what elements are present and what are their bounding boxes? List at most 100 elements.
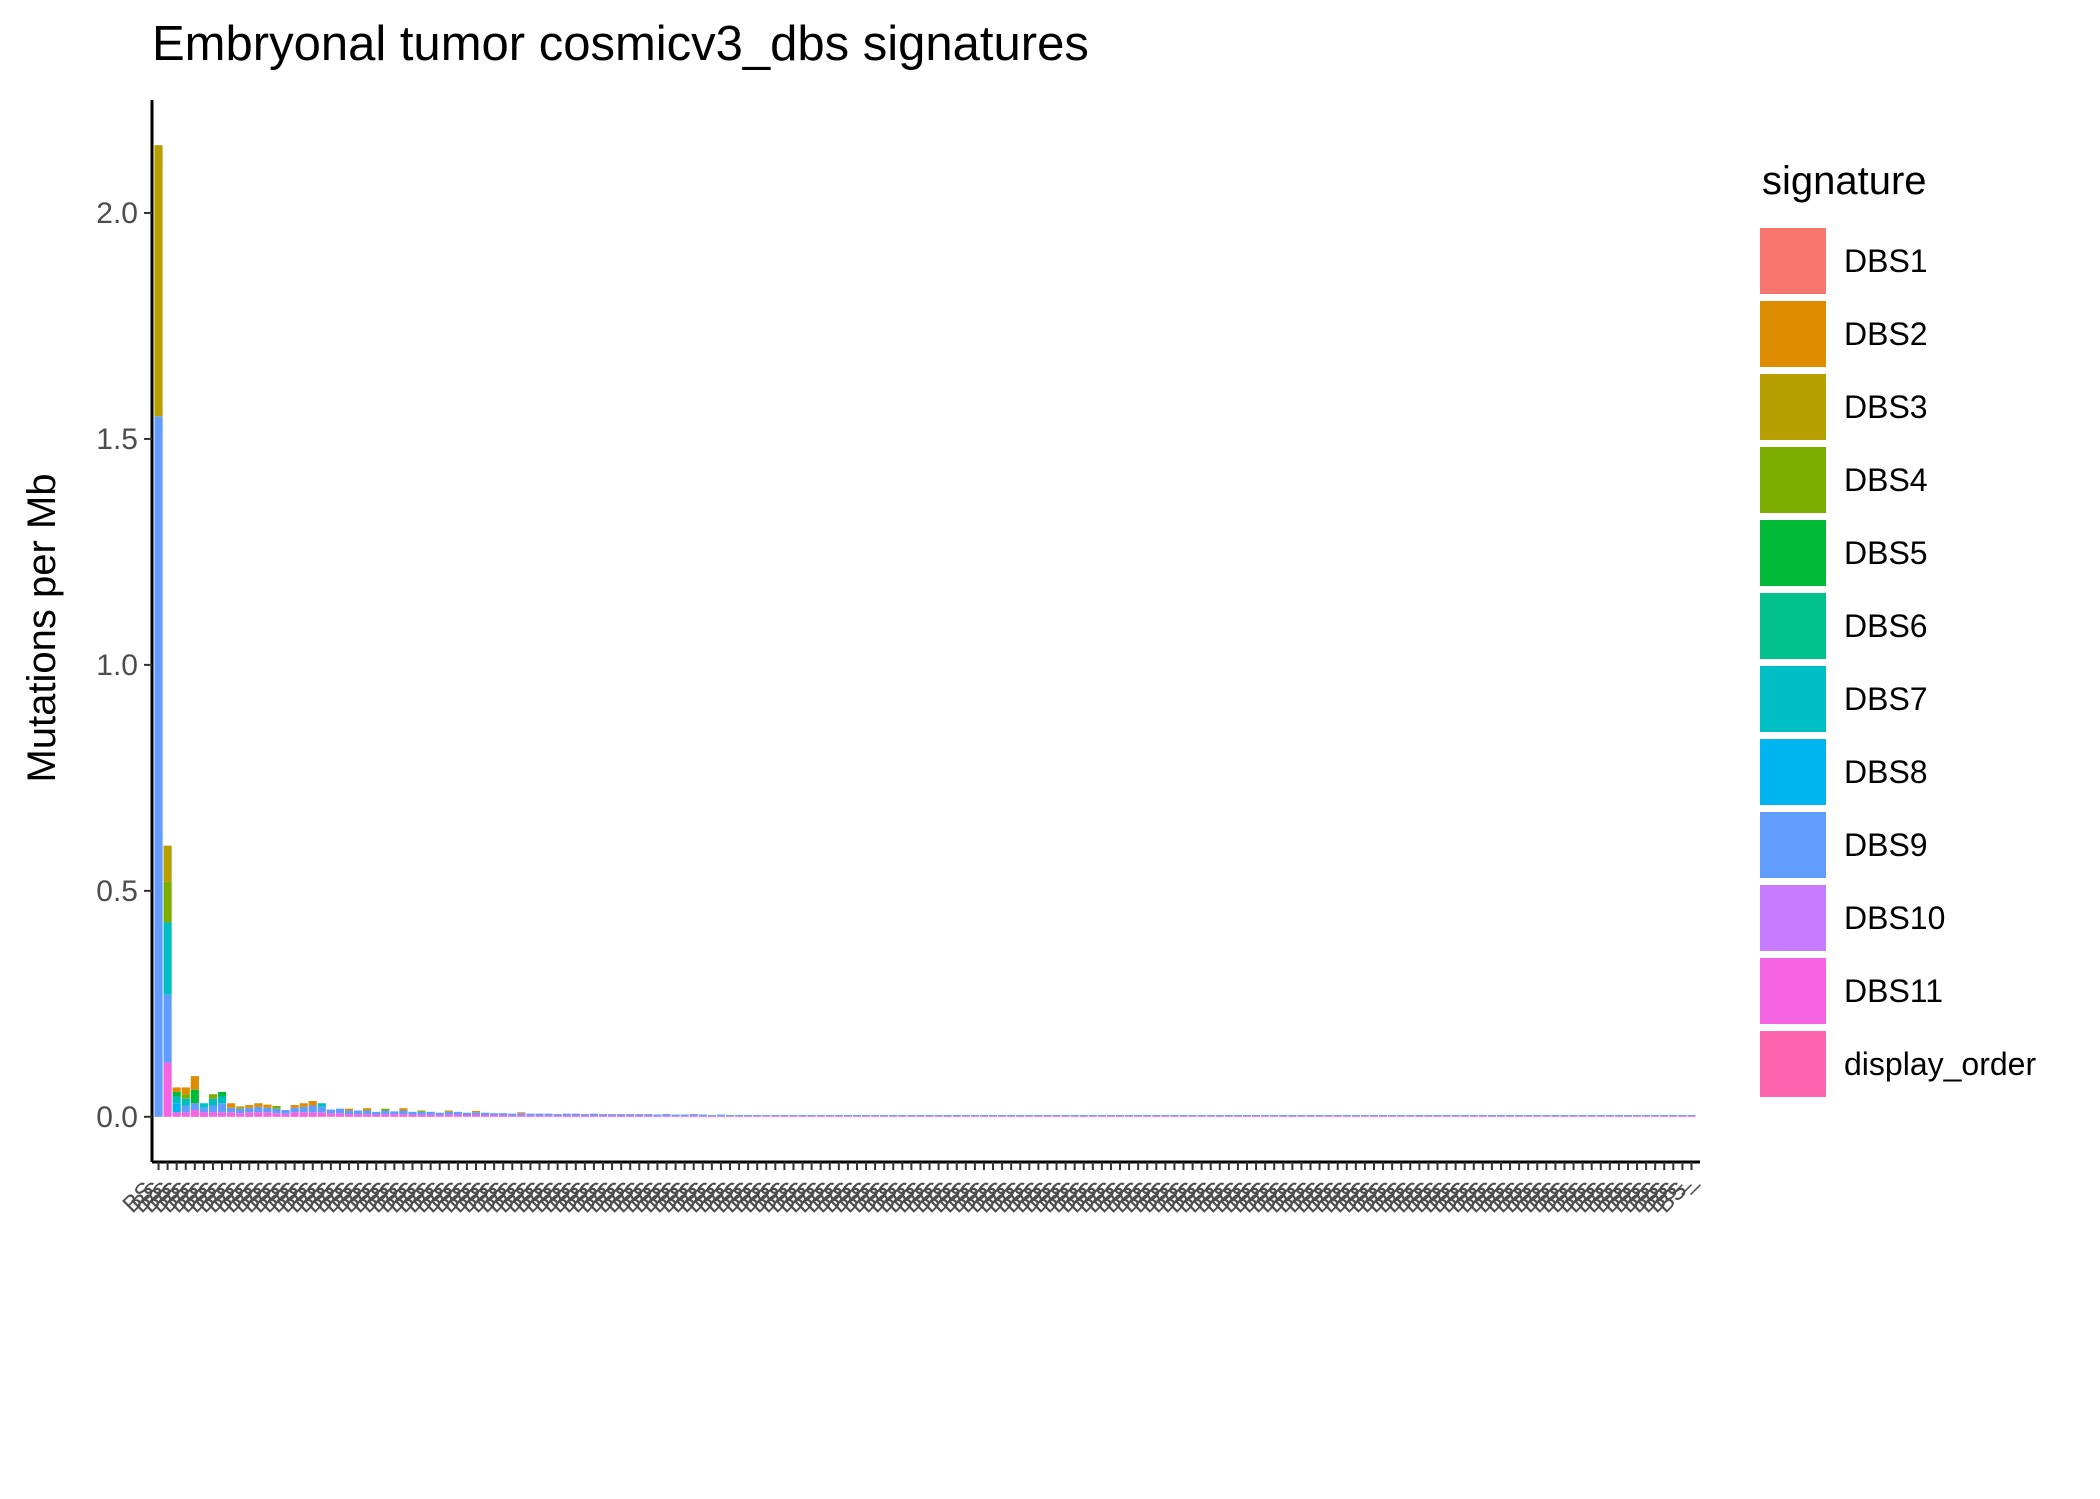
- bar-segment-dbs11: [626, 1115, 635, 1117]
- bar-segment-dbs11: [898, 1115, 907, 1117]
- bar-segment-dbs11: [1678, 1115, 1687, 1117]
- bars-layer: [154, 145, 1696, 1117]
- bar-segment-dbs11: [453, 1114, 462, 1117]
- bar-segment-dbs9: [363, 1110, 372, 1115]
- bar-segment-dbs11: [1642, 1115, 1651, 1117]
- bar-segment-dbs9: [707, 1115, 716, 1116]
- bar-segment-dbs5: [172, 1091, 181, 1097]
- bar-segment-dbs9: [435, 1112, 444, 1115]
- bar-segment-dbs9: [508, 1113, 517, 1116]
- y-axis-label: Mutations per Mb: [20, 473, 64, 782]
- bar-segment-dbs11: [943, 1115, 952, 1117]
- bar-segment-dbs9: [1551, 1115, 1560, 1116]
- bar-segment-dbs11: [490, 1115, 499, 1117]
- bar-segment-dbs9: [680, 1114, 689, 1116]
- bar-segment-dbs11: [1524, 1115, 1533, 1117]
- bar-segment-dbs9: [1687, 1115, 1696, 1116]
- chart-title: Embryonal tumor cosmicv3_dbs signatures: [152, 17, 1089, 71]
- bar-segment-dbs9: [1660, 1115, 1669, 1116]
- bar-segment-dbs11: [1288, 1115, 1297, 1117]
- y-tick-label: 0.5: [96, 875, 138, 908]
- bar-segment-dbs7: [172, 1096, 181, 1104]
- bar-segment-dbs11: [1460, 1115, 1469, 1117]
- bar-segment-dbs11: [952, 1115, 961, 1117]
- bar-segment-dbs11: [725, 1115, 735, 1117]
- bar-segment-dbs9: [825, 1115, 834, 1116]
- bar-segment-dbs11: [1560, 1115, 1569, 1117]
- bar-segment-dbs11: [163, 1062, 172, 1117]
- bar-segment-dbs11: [1215, 1115, 1224, 1117]
- bar-segment-dbs11: [1496, 1115, 1506, 1117]
- bar-segment-dbs9: [1533, 1115, 1542, 1116]
- bar-segment-dbs9: [281, 1110, 290, 1114]
- bar-segment-dbs9: [544, 1113, 553, 1116]
- bar-segment-dbs11: [1424, 1115, 1433, 1117]
- bar-segment-dbs11: [263, 1112, 272, 1117]
- bar-segment-dbs9: [1623, 1115, 1633, 1116]
- bar-segment-dbs11: [1233, 1115, 1243, 1117]
- bar-segment-dbs9: [789, 1115, 798, 1116]
- bar-segment-dbs9: [1469, 1115, 1478, 1116]
- bar-segment-dbs11: [598, 1115, 608, 1117]
- bar-segment-dbs11: [1061, 1115, 1070, 1117]
- bar-segment-dbs11: [508, 1115, 517, 1117]
- bar-segment-dbs11: [1152, 1115, 1161, 1117]
- bar-segment-dbs11: [308, 1112, 317, 1117]
- bar-segment-dbs11: [1324, 1115, 1333, 1117]
- bar-segment-dbs11: [571, 1115, 580, 1117]
- bar-segment-dbs11: [1270, 1115, 1279, 1117]
- bar-segment-dbs11: [816, 1115, 825, 1117]
- bar-segment-dbs11: [1587, 1115, 1596, 1117]
- bar-segment-dbs9: [807, 1115, 816, 1116]
- bar-segment-dbs9: [1242, 1115, 1252, 1116]
- bar-segment-dbs11: [907, 1115, 916, 1117]
- bar-segment-dbs11: [199, 1112, 208, 1117]
- bar-segment-dbs9: [934, 1115, 943, 1116]
- x-axis: BS_BS_BS_BS_BS_BS_BS_BS_BS_BS_BS_BS_BS_B…: [118, 1160, 1702, 1218]
- bar-segment-dbs11: [1406, 1115, 1415, 1117]
- bar-segment-dbs11: [671, 1115, 680, 1117]
- bar-segment-dbs9: [1678, 1115, 1687, 1116]
- bar-segment-dbs9: [1079, 1115, 1088, 1116]
- bar-segment-dbs9: [1261, 1115, 1270, 1116]
- bar-segment-dbs11: [1478, 1115, 1487, 1117]
- bar-segment-dbs11: [1415, 1115, 1424, 1117]
- bar-segment-dbs9: [181, 1105, 190, 1113]
- bar-segment-dbs11: [254, 1112, 263, 1117]
- bar-segment-dbs9: [988, 1115, 998, 1116]
- bar-segment-dbs9: [1161, 1115, 1170, 1116]
- bar-segment-dbs5: [217, 1091, 227, 1097]
- bar-segment-dbs9: [626, 1114, 635, 1116]
- bar-segment-dbs11: [1125, 1115, 1134, 1117]
- bar-segment-dbs9: [871, 1115, 880, 1116]
- bar-segment-dbs11: [607, 1115, 617, 1117]
- legend-label: DBS5: [1844, 535, 1928, 571]
- bar-segment-dbs11: [462, 1115, 472, 1117]
- legend-key-dbs2: [1760, 301, 1826, 367]
- bar-segment-dbs11: [1088, 1115, 1097, 1117]
- bar-segment-dbs11: [535, 1115, 544, 1117]
- bar-segment-dbs9: [1442, 1115, 1451, 1116]
- bar-segment-dbs11: [961, 1115, 970, 1117]
- legend-label: DBS11: [1844, 973, 1943, 1009]
- bar-segment-dbs11: [1442, 1115, 1451, 1117]
- bar-segment-dbs11: [1224, 1115, 1233, 1117]
- bar-segment-dbs9: [199, 1107, 208, 1113]
- bar-segment-dbs2: [471, 1110, 481, 1113]
- bar-segment-dbs9: [517, 1113, 526, 1115]
- bar-segment-dbs9: [1270, 1115, 1279, 1116]
- bar-segment-dbs11: [1469, 1115, 1478, 1117]
- bar-segment-dbs4: [181, 1094, 190, 1099]
- bar-segment-dbs11: [435, 1115, 444, 1117]
- bar-segment-dbs9: [1097, 1115, 1106, 1116]
- bar-segment-dbs11: [1161, 1115, 1170, 1117]
- bar-segment-dbs9: [208, 1105, 218, 1113]
- bar-segment-dbs7: [217, 1096, 227, 1104]
- bar-segment-dbs9: [1206, 1115, 1215, 1116]
- bar-segment-dbs9: [771, 1115, 780, 1116]
- bar-segment-dbs11: [617, 1115, 626, 1117]
- bar-segment-dbs11: [1016, 1115, 1025, 1117]
- bar-segment-dbs11: [970, 1115, 979, 1117]
- bar-segment-dbs9: [1034, 1115, 1043, 1116]
- bar-segment-dbs11: [771, 1115, 780, 1117]
